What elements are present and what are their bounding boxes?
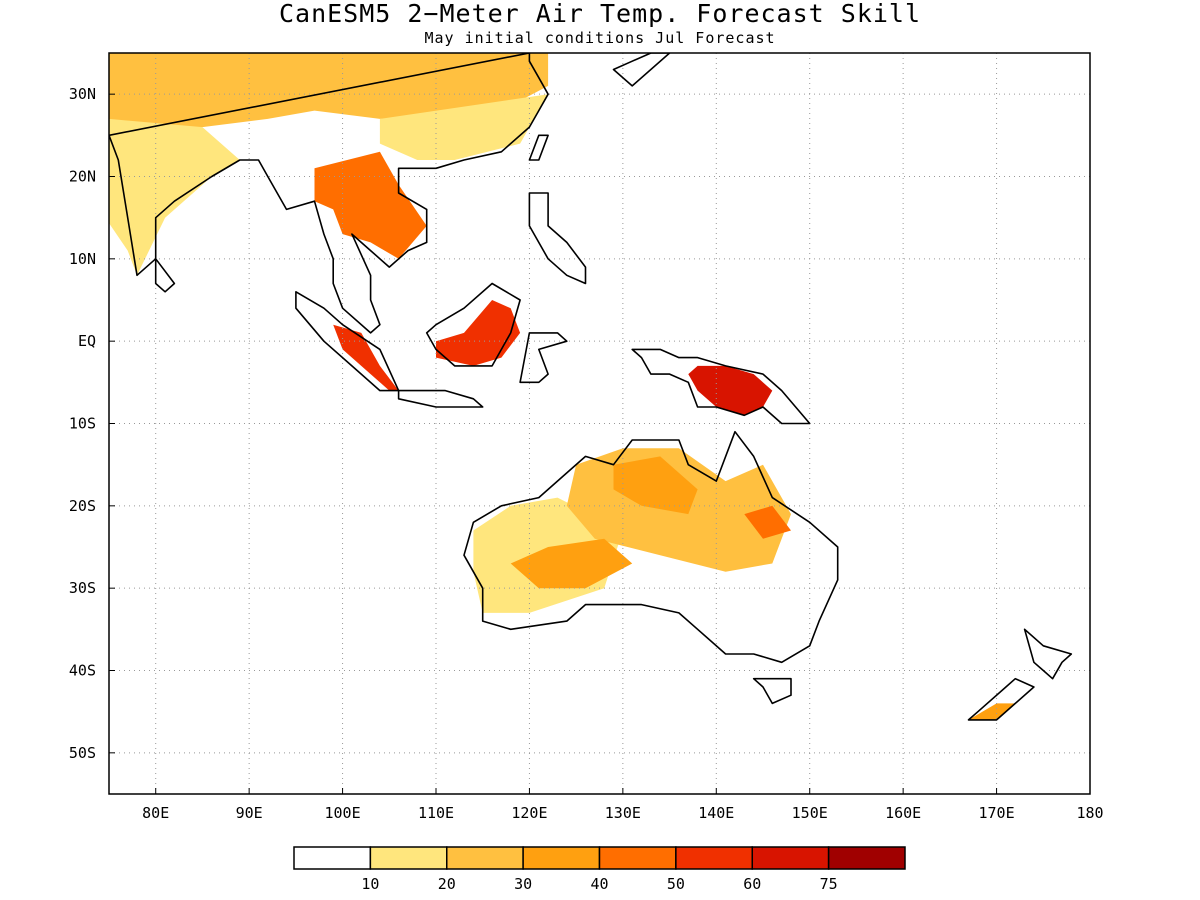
y-tick-label: 40S <box>69 662 96 680</box>
y-tick-label: 30S <box>69 579 96 597</box>
colorbar-box <box>446 846 524 870</box>
skill-region-australia-south-core <box>510 538 633 589</box>
x-tick-label: 90E <box>236 804 263 822</box>
coastline-taiwan <box>528 134 549 161</box>
colorbar-label: 20 <box>438 875 456 893</box>
skill-region-south-island-nz <box>968 703 1016 720</box>
x-tick-label: 150E <box>792 804 828 822</box>
coastline-sumatra <box>295 290 400 392</box>
x-tick-label: 170E <box>979 804 1015 822</box>
coastline-philippines <box>528 192 587 285</box>
skill-region-borneo <box>436 300 521 366</box>
y-axis: 30N 20N 10N EQ 10S 20S 30S 40S 50S <box>69 85 115 762</box>
coastline-new-guinea <box>631 348 811 425</box>
colorbar-box <box>827 846 906 870</box>
skill-region-new-guinea <box>688 365 773 416</box>
colorbar-box <box>751 846 830 870</box>
colorbar-label: 10 <box>361 875 379 893</box>
coastline-nz-south <box>967 677 1035 721</box>
coastlines <box>109 53 1073 721</box>
y-tick-label: 20S <box>69 497 96 515</box>
coastline-japan <box>612 53 671 87</box>
coastline-asia-mainland <box>109 53 549 334</box>
coastline-sulawesi <box>519 332 568 384</box>
colorbar-label: 40 <box>590 875 608 893</box>
colorbar-box <box>293 846 372 870</box>
x-tick-label: 110E <box>418 804 454 822</box>
colorbar-box <box>598 846 677 870</box>
x-tick-label: 160E <box>885 804 921 822</box>
skill-region-australia-east-spot <box>744 505 791 539</box>
x-axis: 80E 90E 100E 110E 120E 130E 140E 150E 160E 170E 18… <box>142 788 1104 822</box>
coastline-java <box>397 389 484 408</box>
y-tick-label: 20N <box>69 168 96 186</box>
x-tick-label: 100E <box>325 804 361 822</box>
y-tick-label: 50S <box>69 744 96 762</box>
colorbar-box <box>369 846 448 870</box>
coastline-australia <box>463 430 839 664</box>
colorbar-box <box>522 846 601 870</box>
skill-shading-layer <box>109 53 1016 720</box>
y-tick-label: 10S <box>69 415 96 433</box>
x-tick-label: 140E <box>698 804 734 822</box>
y-tick-label: EQ <box>78 332 96 350</box>
x-tick-label: 120E <box>511 804 547 822</box>
coastline-borneo <box>425 282 521 367</box>
colorbar-label: 60 <box>743 875 761 893</box>
skill-region-india <box>109 118 240 276</box>
y-tick-label: 10N <box>69 250 96 268</box>
coastline-nz-north <box>1023 628 1073 680</box>
colorbar-label: 50 <box>667 875 685 893</box>
colorbar-box <box>675 846 753 870</box>
x-tick-label: 180 <box>1076 804 1103 822</box>
chart-title: CanESM5 2−Meter Air Temp. Forecast Skill <box>278 0 922 28</box>
chart-subtitle: May initial conditions Jul Forecast <box>424 29 776 47</box>
colorbar-label: 75 <box>820 875 838 893</box>
skill-region-south-china <box>379 94 549 160</box>
skill-region-australia-north-core <box>613 456 698 515</box>
x-tick-label: 80E <box>142 804 169 822</box>
gridlines <box>109 53 1090 794</box>
colorbar: 10 20 30 40 50 60 75 <box>293 846 906 893</box>
coastline-tasmania <box>752 677 792 705</box>
y-tick-label: 30N <box>69 85 96 103</box>
x-tick-label: 130E <box>605 804 641 822</box>
colorbar-label: 30 <box>514 875 532 893</box>
coastline-sri-lanka <box>154 257 176 293</box>
